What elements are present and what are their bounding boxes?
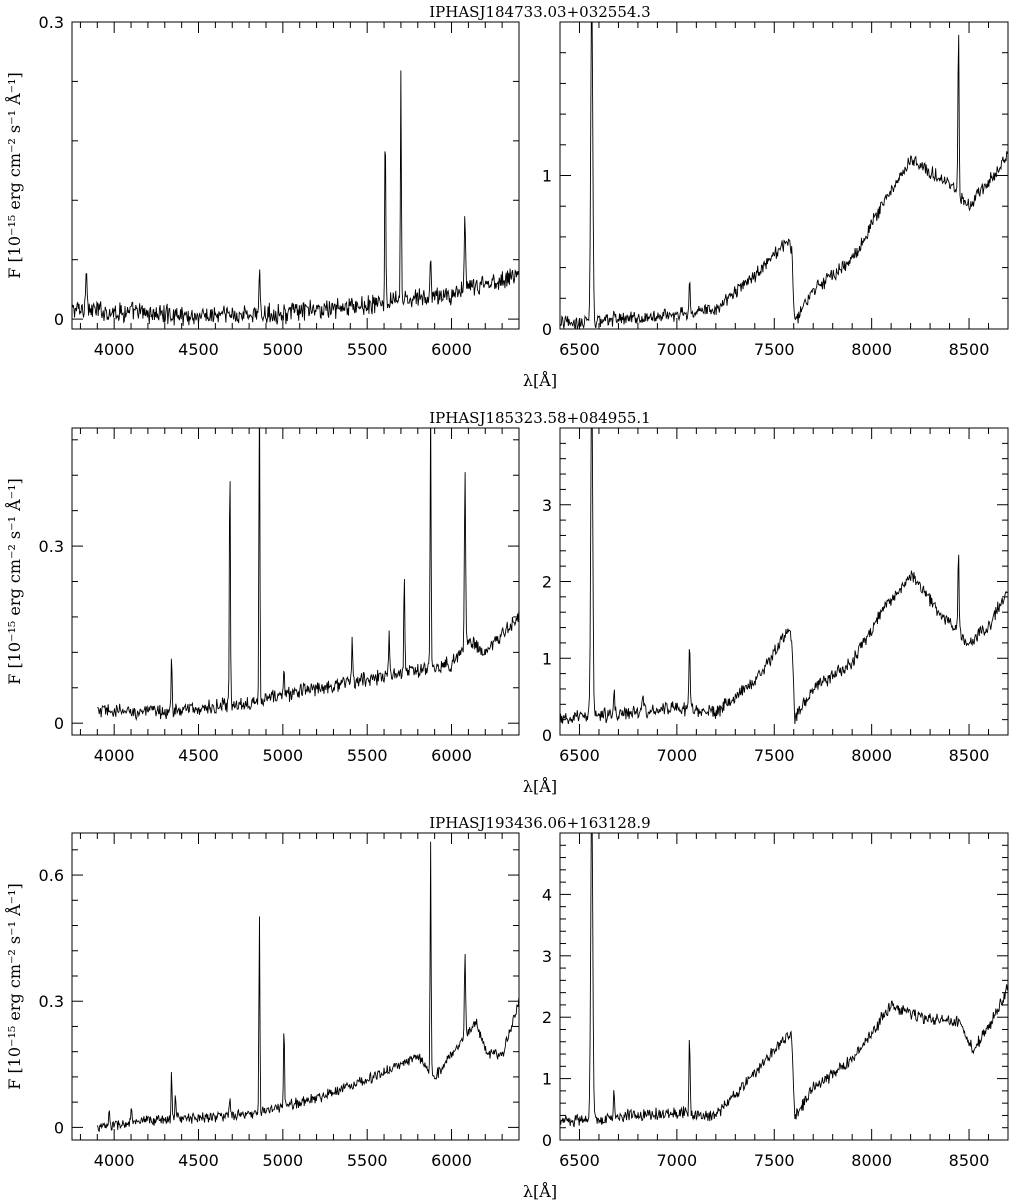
x-tick-label: 6500 (559, 1151, 600, 1170)
x-tick-label: 7500 (754, 746, 795, 765)
y-tick-label: 2 (542, 573, 552, 592)
x-tick-label: 4500 (178, 340, 219, 359)
y-tick-label: 1 (542, 649, 552, 668)
y-tick-label: 0 (54, 1118, 64, 1137)
x-tick-label: 7000 (657, 746, 698, 765)
x-tick-label: 8500 (949, 1151, 990, 1170)
x-tick-label: 5000 (262, 340, 303, 359)
y-tick-label: 0.3 (39, 13, 64, 32)
x-axis-label: λ[Å] (523, 776, 557, 796)
panel-red: 6500 7000 7500 8000 8500 0 1 2 3 4 (542, 832, 1009, 1170)
y-tick-label: 3 (542, 496, 552, 515)
x-tick-label: 4000 (94, 1151, 135, 1170)
chart-title: IPHASJ185323.58+084955.1 (429, 409, 650, 427)
panel-blue: 4000 4500 5000 5500 6000 0 0.3 (39, 427, 520, 765)
plot-frame (559, 427, 1009, 736)
x-tick-label: 7000 (657, 1151, 698, 1170)
x-tick-label: 8000 (851, 746, 892, 765)
x-tick-label: 5500 (347, 1151, 388, 1170)
y-tick-label: 1 (542, 167, 552, 186)
x-tick-label: 6500 (559, 746, 600, 765)
y-tick-label: 0 (542, 320, 552, 339)
spectrum-line (560, 833, 1008, 1128)
plot-frame (71, 427, 520, 736)
x-tick-label: 6500 (559, 340, 600, 359)
x-tick-label: 8500 (949, 340, 990, 359)
spectrum-line (560, 428, 1008, 725)
x-tick-label: 4000 (94, 746, 135, 765)
x-tick-label: 4500 (178, 746, 219, 765)
y-tick-label: 2 (542, 1008, 552, 1027)
x-tick-label: 8000 (851, 340, 892, 359)
plot-frame (71, 21, 520, 330)
x-tick-label: 5000 (262, 746, 303, 765)
y-tick-label: 0 (542, 1131, 552, 1150)
x-axis-label: λ[Å] (523, 1181, 557, 1201)
chart-title: IPHASJ184733.03+032554.3 (429, 3, 650, 21)
spectrum-line (72, 70, 519, 326)
y-tick-label: 4 (542, 885, 552, 904)
y-axis-label: F [10⁻¹⁵ erg cm⁻² s⁻¹ Å⁻¹] (4, 883, 24, 1089)
y-tick-label: 0 (54, 714, 64, 733)
panel-blue: 4000 4500 5000 5500 6000 0 0.3 0.6 (39, 832, 520, 1170)
panel-red: 6500 7000 7500 8000 8500 0 1 2 3 (542, 427, 1009, 765)
y-tick-label: 0.3 (39, 537, 64, 556)
x-tick-label: 8500 (949, 746, 990, 765)
spectrum-line (560, 22, 1008, 329)
y-axis-label: F [10⁻¹⁵ erg cm⁻² s⁻¹ Å⁻¹] (4, 72, 24, 278)
x-tick-label: 6000 (431, 746, 472, 765)
spectrum-line (96, 841, 519, 1133)
x-tick-label: 5500 (347, 340, 388, 359)
chart-title: IPHASJ193436.06+163128.9 (429, 814, 650, 832)
y-tick-label: 0 (54, 310, 64, 329)
x-tick-label: 7500 (754, 340, 795, 359)
x-tick-label: 7000 (657, 340, 698, 359)
panel-red: 6500 7000 7500 8000 8500 0 1 (542, 21, 1009, 359)
y-tick-label: 0.6 (39, 866, 64, 885)
y-tick-label: 1 (542, 1070, 552, 1089)
panel-blue: 4000 4500 5000 5500 6000 0 0.3 (39, 13, 520, 359)
y-axis-label: F [10⁻¹⁵ erg cm⁻² s⁻¹ Å⁻¹] (4, 478, 24, 684)
plot-frame (559, 832, 1009, 1141)
x-tick-label: 6000 (431, 340, 472, 359)
x-tick-label: 7500 (754, 1151, 795, 1170)
plot-frame (559, 21, 1009, 330)
x-tick-label: 6000 (431, 1151, 472, 1170)
plot-frame (71, 832, 520, 1141)
x-tick-label: 4000 (94, 340, 135, 359)
spectrum-line (97, 428, 519, 722)
x-tick-label: 4500 (178, 1151, 219, 1170)
x-tick-label: 8000 (851, 1151, 892, 1170)
x-tick-label: 5000 (262, 1151, 303, 1170)
y-tick-label: 3 (542, 947, 552, 966)
x-axis-label: λ[Å] (523, 370, 557, 390)
y-tick-label: 0 (542, 726, 552, 745)
x-tick-label: 5500 (347, 746, 388, 765)
y-tick-label: 0.3 (39, 992, 64, 1011)
